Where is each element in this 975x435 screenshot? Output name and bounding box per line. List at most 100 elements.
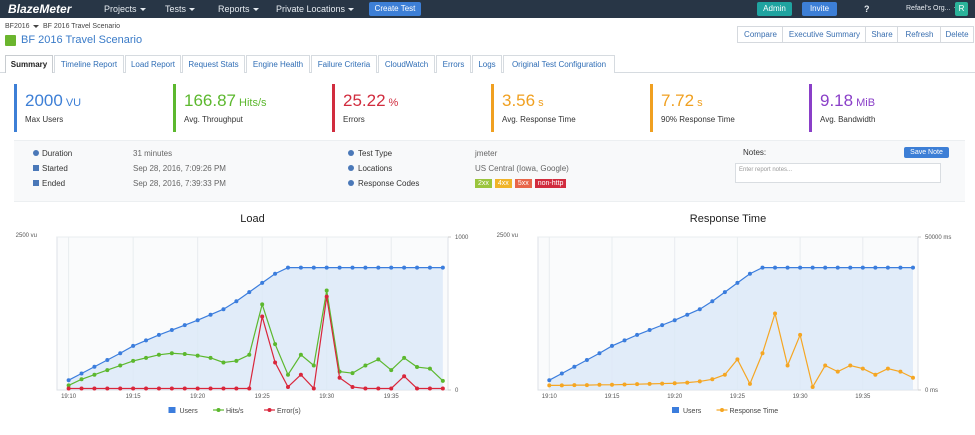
kpi-value: 25.22% — [343, 91, 399, 110]
point — [389, 386, 394, 391]
point — [647, 328, 652, 333]
point — [260, 314, 265, 319]
nav-item[interactable]: Private Locations — [276, 4, 355, 14]
point — [389, 368, 394, 373]
point — [195, 318, 200, 323]
invite-button[interactable]: Invite — [802, 2, 837, 16]
point — [735, 357, 740, 362]
detail-value: US Central (Iowa, Google) — [475, 164, 569, 173]
point — [350, 384, 355, 389]
point — [156, 386, 161, 391]
kpi-value: 166.87 Hits/s — [184, 91, 267, 110]
point — [672, 381, 677, 386]
point — [747, 271, 752, 276]
series-line — [549, 267, 913, 381]
legend-swatch — [216, 408, 221, 412]
kpi-value: 2000 VU — [25, 91, 82, 110]
notes-input[interactable]: Enter report notes... — [735, 163, 941, 183]
point — [785, 363, 790, 368]
tab[interactable]: CloudWatch — [378, 55, 435, 73]
series-line — [68, 267, 443, 381]
point — [118, 386, 123, 391]
point — [609, 343, 614, 348]
legend-label: Users — [180, 408, 199, 415]
detail-value: Sep 28, 2016, 7:39:33 PM — [133, 179, 226, 188]
point — [376, 357, 381, 362]
point — [722, 372, 727, 377]
point — [823, 265, 828, 270]
point — [798, 265, 803, 270]
tab[interactable]: Errors — [436, 55, 471, 73]
tab[interactable]: Logs — [472, 55, 502, 73]
point — [105, 386, 110, 391]
point — [898, 369, 903, 374]
point — [798, 332, 803, 337]
point — [363, 386, 368, 391]
point — [298, 352, 303, 357]
point — [860, 366, 865, 371]
x-tick-label: 19:25 — [255, 394, 271, 400]
point — [440, 378, 445, 383]
point — [823, 363, 828, 368]
x-tick-label: 19:25 — [730, 394, 746, 400]
breadcrumb[interactable]: BF 2016 Travel Scenario — [43, 23, 121, 30]
admin-button[interactable]: Admin — [757, 2, 792, 16]
point — [848, 363, 853, 368]
nav-item[interactable]: Tests — [165, 4, 196, 14]
y-tick-label: 2500 vu — [16, 233, 37, 239]
point — [156, 352, 161, 357]
action-button[interactable]: Executive Summary — [782, 26, 867, 43]
point — [324, 265, 329, 270]
point — [660, 381, 665, 386]
nav-item[interactable]: Projects — [104, 4, 146, 14]
point — [118, 351, 123, 356]
play-icon — [5, 35, 16, 46]
point — [622, 338, 627, 343]
kpi-card: 3.56 s Avg. Response Time — [491, 84, 641, 132]
create-test-button[interactable]: Create Test — [369, 2, 421, 16]
y2-tick-label: 1000 — [455, 235, 469, 241]
tab[interactable]: Load Report — [125, 55, 181, 73]
point — [311, 363, 316, 368]
notes-label: Notes: — [743, 148, 767, 157]
kpi-unit: Hits/s — [239, 97, 267, 109]
kpi-unit: s — [538, 97, 544, 109]
tab[interactable]: Timeline Report — [54, 55, 124, 73]
code-badge: 4xx — [494, 179, 512, 188]
point — [221, 307, 226, 312]
tab[interactable]: Original Test Configuration — [503, 55, 615, 73]
point — [735, 280, 740, 285]
point — [760, 351, 765, 356]
point — [156, 332, 161, 337]
point — [710, 377, 715, 382]
point — [131, 358, 136, 363]
detail-icon — [348, 180, 354, 186]
tab[interactable]: Summary — [5, 55, 53, 73]
tab[interactable]: Request Stats — [182, 55, 245, 73]
help-icon[interactable]: ? — [864, 4, 870, 14]
breadcrumb[interactable]: BF2016 — [5, 23, 39, 30]
point — [572, 364, 577, 369]
avatar[interactable]: R — [955, 2, 968, 16]
save-note-button[interactable]: Save Note — [904, 147, 949, 158]
point — [311, 386, 316, 391]
tab[interactable]: Engine Health — [246, 55, 310, 73]
point — [298, 372, 303, 377]
point — [722, 290, 727, 295]
kpi-unit: VU — [65, 97, 82, 109]
detail-icon — [348, 150, 354, 156]
point — [285, 384, 290, 389]
x-tick-label: 19:30 — [319, 394, 335, 400]
detail-icon — [33, 180, 39, 186]
point — [440, 265, 445, 270]
action-button[interactable]: Delete — [940, 26, 974, 43]
x-tick-label: 19:35 — [384, 394, 400, 400]
kpi-value: 3.56 s — [502, 91, 544, 110]
point — [415, 365, 420, 370]
kpi-card: 9.18 MiB Avg. Bandwidth — [809, 84, 959, 132]
tab[interactable]: Failure Criteria — [311, 55, 377, 73]
point — [66, 378, 71, 383]
nav-item[interactable]: Reports — [218, 4, 259, 14]
point — [660, 323, 665, 328]
point — [547, 378, 552, 383]
